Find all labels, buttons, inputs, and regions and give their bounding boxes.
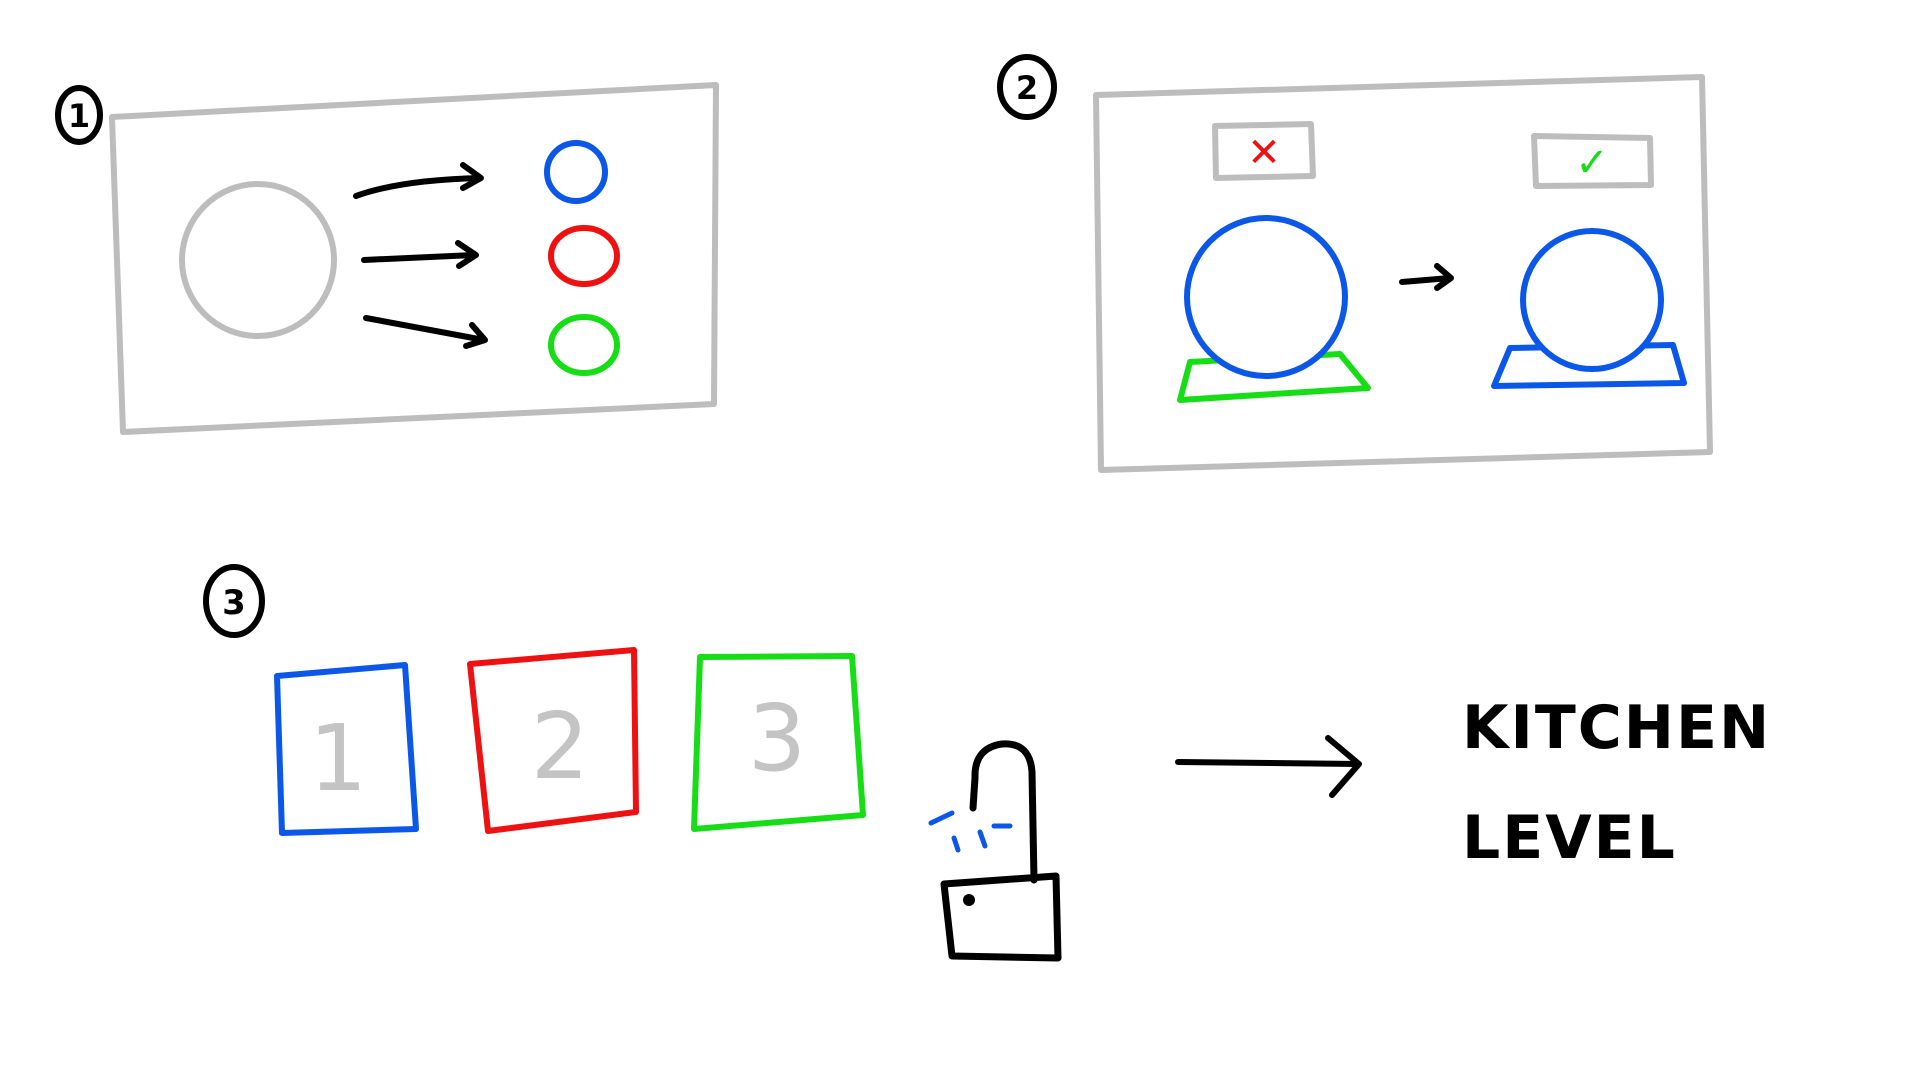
step-3-number: 3 — [222, 583, 246, 623]
green-target-circle — [548, 314, 620, 376]
split-arrow-top — [353, 162, 484, 199]
source-circle — [179, 181, 337, 339]
result-line-1: KITCHEN — [1462, 693, 1771, 763]
ball-on-wrong-base — [1177, 215, 1371, 403]
split-arrow-bottom — [363, 315, 488, 349]
step-1-badge: 1 — [55, 85, 103, 145]
unlocked-padlock-icon — [928, 740, 1062, 962]
step-2: 2 ✕ ✓ — [997, 54, 1713, 473]
step-2-frame — [1093, 74, 1713, 473]
split-arrow-middle — [361, 240, 479, 269]
red-target-circle — [548, 225, 620, 287]
blue-target-circle — [544, 140, 608, 204]
step-1: 1 — [55, 82, 719, 435]
tile-1-number: 1 — [309, 705, 368, 812]
right-mark-icon: ✓ — [1575, 140, 1609, 186]
step-2-number: 2 — [1016, 69, 1038, 107]
transition-arrow — [1399, 263, 1454, 291]
step-3: 3 1 2 3 — [203, 564, 1771, 962]
tile-1: 1 — [274, 662, 419, 836]
step-3-badge: 3 — [203, 564, 265, 638]
step-1-frame — [109, 82, 719, 435]
ball-on-right-base — [1491, 228, 1687, 389]
tile-3-number: 3 — [748, 685, 807, 792]
wrong-mark-icon: ✕ — [1247, 130, 1281, 176]
tile-3: 3 — [691, 653, 866, 832]
tile-2: 2 — [467, 647, 639, 834]
right-indicator: ✓ — [1531, 133, 1654, 189]
result-line-2: LEVEL — [1462, 803, 1677, 873]
step-1-number: 1 — [68, 97, 90, 135]
step-2-badge: 2 — [997, 54, 1057, 120]
tile-2-number: 2 — [531, 693, 590, 800]
wrong-indicator: ✕ — [1212, 121, 1316, 181]
result-arrow — [1175, 735, 1362, 798]
